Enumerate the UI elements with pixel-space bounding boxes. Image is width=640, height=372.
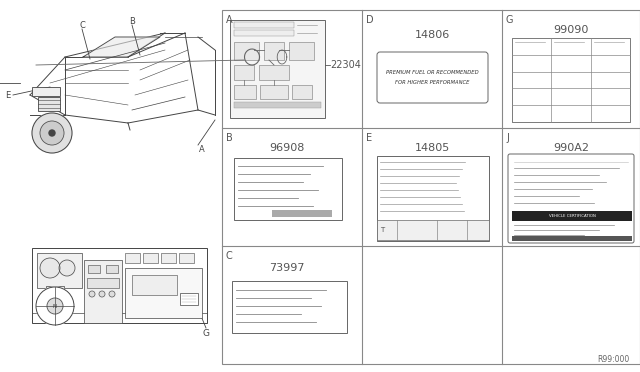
Text: VEHICLE CERTIFICATION: VEHICLE CERTIFICATION <box>548 214 595 218</box>
Bar <box>232 281 347 333</box>
Text: N: N <box>53 304 57 308</box>
Bar <box>260 85 288 99</box>
Circle shape <box>32 113 72 153</box>
Bar <box>32 87 60 96</box>
Text: 14805: 14805 <box>414 143 450 153</box>
Bar <box>234 158 342 220</box>
Bar <box>292 85 312 99</box>
Bar <box>234 42 259 60</box>
Bar <box>180 293 198 305</box>
Text: 22304: 22304 <box>330 60 361 70</box>
Bar <box>259 65 289 80</box>
Bar <box>106 265 118 273</box>
Text: G: G <box>202 328 209 337</box>
Bar <box>377 156 489 241</box>
Text: FOR HIGHER PERFORMANCE: FOR HIGHER PERFORMANCE <box>395 80 469 84</box>
Text: D: D <box>366 15 374 25</box>
Text: G: G <box>506 15 513 25</box>
Bar <box>222 10 640 364</box>
Text: 14806: 14806 <box>414 30 450 40</box>
Bar <box>234 30 294 36</box>
Bar <box>264 42 284 60</box>
Text: T: T <box>380 227 384 233</box>
Bar <box>377 220 489 240</box>
Bar <box>84 260 122 323</box>
Circle shape <box>99 291 105 297</box>
Bar <box>46 286 64 323</box>
Bar <box>512 211 632 221</box>
FancyBboxPatch shape <box>508 154 634 243</box>
Bar <box>125 253 140 263</box>
Bar <box>32 248 207 323</box>
Circle shape <box>109 291 115 297</box>
Bar <box>132 275 177 295</box>
Text: B: B <box>129 16 135 26</box>
Bar <box>289 42 314 60</box>
Circle shape <box>47 298 63 314</box>
FancyBboxPatch shape <box>377 52 488 103</box>
Bar <box>234 102 321 108</box>
Text: A: A <box>226 15 232 25</box>
Bar <box>230 20 325 118</box>
Bar <box>87 278 119 288</box>
Text: PREMIUM FUEL OR RECOMMENDED: PREMIUM FUEL OR RECOMMENDED <box>386 70 478 74</box>
Text: 99090: 99090 <box>554 25 589 35</box>
Text: C: C <box>79 20 85 29</box>
Text: 73997: 73997 <box>269 263 305 273</box>
Bar <box>179 253 194 263</box>
Bar <box>512 38 630 122</box>
Text: A: A <box>199 145 205 154</box>
Text: C: C <box>226 251 233 261</box>
Text: R99:000: R99:000 <box>598 355 630 364</box>
Circle shape <box>49 130 55 136</box>
Bar <box>234 85 256 99</box>
Circle shape <box>59 260 75 276</box>
Circle shape <box>36 287 74 325</box>
Text: E: E <box>5 90 11 99</box>
Bar <box>272 210 332 217</box>
Circle shape <box>40 121 64 145</box>
Text: B: B <box>226 133 233 143</box>
Circle shape <box>40 258 60 278</box>
Bar <box>88 265 100 273</box>
Polygon shape <box>83 37 160 57</box>
Circle shape <box>89 291 95 297</box>
Text: E: E <box>366 133 372 143</box>
Bar <box>234 65 254 80</box>
Text: 990A2: 990A2 <box>553 143 589 153</box>
Bar <box>512 236 632 241</box>
Bar <box>37 253 82 288</box>
Bar <box>38 97 60 111</box>
Text: 96908: 96908 <box>269 143 305 153</box>
Bar <box>234 22 294 28</box>
Bar <box>161 253 176 263</box>
Text: J: J <box>506 133 509 143</box>
Bar <box>143 253 158 263</box>
Bar <box>125 268 202 318</box>
